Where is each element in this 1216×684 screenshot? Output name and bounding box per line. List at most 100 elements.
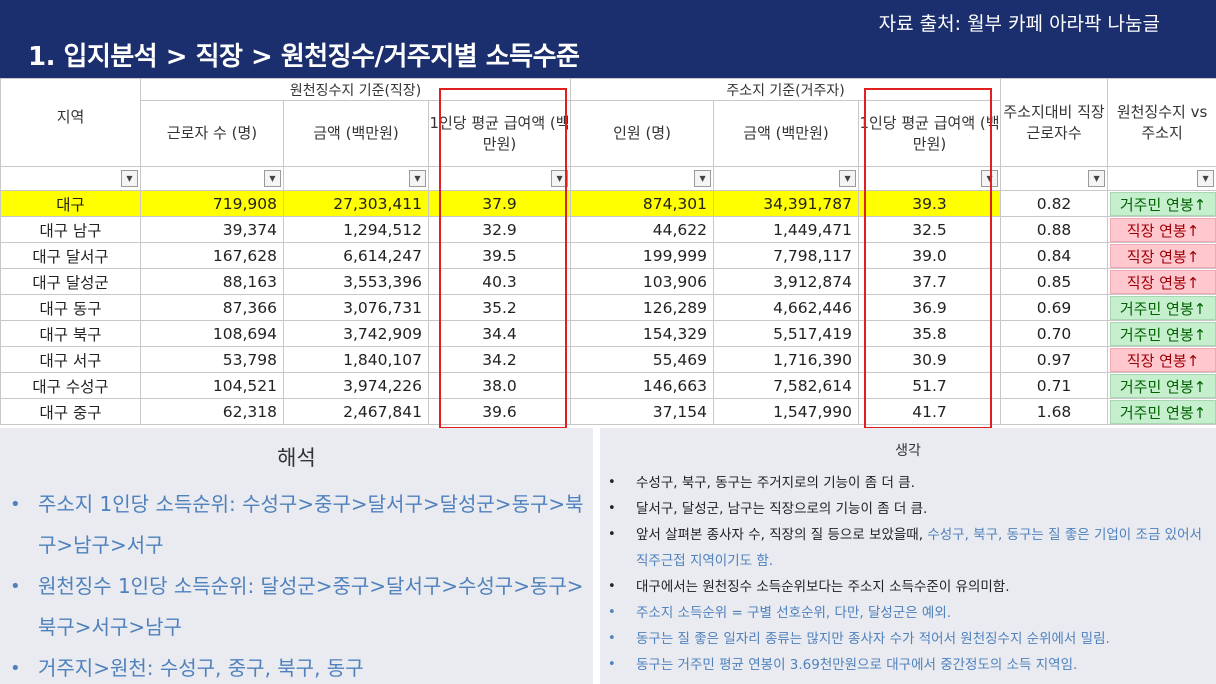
col-header-compare: 원천징수지 vs 주소지 [1107,78,1216,167]
filter-cell: ▼ [427,166,572,191]
table-cell-res-people: 55,469 [570,346,715,373]
table-cell-avg: 32.9 [427,216,572,243]
compare-badge: 거주민 연봉↑ [1110,374,1216,398]
table-cell-region: 대구 수성구 [0,372,141,399]
list-item-text: 앞서 살펴본 종사자 수, 직장의 질 등으로 보았을때, [636,527,928,543]
list-item: 수성구, 북구, 동구는 주거지로의 기능이 좀 더 큼. [608,470,1206,496]
table-cell-res-avg: 30.9 [858,346,1002,373]
table-cell-avg: 34.4 [427,320,572,347]
table-cell-res-people: 874,301 [570,190,715,217]
list-item: 앞서 살펴본 종사자 수, 직장의 질 등으로 보았을때, 수성구, 북구, 동… [608,522,1206,574]
dropdown-arrow-icon[interactable]: ▼ [839,170,857,187]
table-row: 대구 719,908 27,303,411 37.9 874,301 34,391,787… [0,190,1216,217]
thoughts-panel: 생각 수성구, 북구, 동구는 주거지로의 기능이 좀 더 큼. 달서구, 달성… [600,428,1216,684]
table-cell-workers: 167,628 [140,242,284,269]
list-item: 원천징수 1인당 소득순위: 달성군>중구>달서구>수성구>동구>북구>서구>남… [10,566,593,648]
group-header-residence: 주소지 기준(거주자) [570,78,1002,101]
col-header-region: 지역 [0,78,141,167]
list-item: 동구는 질 좋은 일자리 종류는 많지만 종사자 수가 적어서 원천징수지 순위… [608,626,1206,652]
table-cell-amount: 1,294,512 [283,216,429,243]
compare-badge: 거주민 연봉↑ [1110,192,1216,216]
table-cell-compare: 거주민 연봉↑ [1107,294,1216,321]
filter-cell: ▼ [858,166,1002,191]
interpretation-panel: 해석 주소지 1인당 소득순위: 수성구>중구>달서구>달성군>동구>북구>남구… [0,428,593,684]
col-header-res-avg: 1인당 평균 급여액 (백만원) [858,100,1002,167]
list-item: 주소지 1인당 소득순위: 수성구>중구>달서구>달성군>동구>북구>남구>서구 [10,484,593,566]
table-cell-region: 대구 남구 [0,216,141,243]
dropdown-arrow-icon[interactable]: ▼ [1088,170,1106,187]
col-header-ratio: 주소지대비 직장근로자수 [1000,78,1109,167]
table-cell-compare: 직장 연봉↑ [1107,242,1216,269]
table-cell-res-avg: 36.9 [858,294,1002,321]
compare-badge: 거주민 연봉↑ [1110,322,1216,346]
table-row: 대구 달서구 167,628 6,614,247 39.5 199,999 7,798,1… [0,242,1216,269]
table-cell-amount: 27,303,411 [283,190,429,217]
dropdown-arrow-icon[interactable]: ▼ [409,170,426,187]
table-cell-compare: 직장 연봉↑ [1107,216,1216,243]
table-cell-workers: 104,521 [140,372,284,399]
table-cell-workers: 108,694 [140,320,284,347]
table-cell-workers: 53,798 [140,346,284,373]
table-cell-res-people: 126,289 [570,294,715,321]
filter-cell: ▼ [1107,166,1216,191]
table-cell-res-avg: 39.0 [858,242,1002,269]
table-cell-compare: 직장 연봉↑ [1107,268,1216,295]
table-cell-region: 대구 중구 [0,398,141,425]
table-cell-region: 대구 달성군 [0,268,141,295]
thoughts-list: 수성구, 북구, 동구는 주거지로의 기능이 좀 더 큼. 달서구, 달성군, … [600,470,1216,678]
col-header-workers: 근로자 수 (명) [140,100,284,167]
dropdown-arrow-icon[interactable]: ▼ [694,170,712,187]
dropdown-arrow-icon[interactable]: ▼ [981,170,999,187]
table-cell-amount: 2,467,841 [283,398,429,425]
table-cell-region: 대구 북구 [0,320,141,347]
table-cell-res-people: 44,622 [570,216,715,243]
filter-cell: ▼ [713,166,860,191]
table-cell-avg: 38.0 [427,372,572,399]
table-cell-amount: 3,076,731 [283,294,429,321]
filter-cell: ▼ [1000,166,1109,191]
table-cell-ratio: 0.84 [1000,242,1109,269]
table-cell-avg: 35.2 [427,294,572,321]
table-row: 대구 남구 39,374 1,294,512 32.9 44,622 1,449,471 3… [0,216,1216,243]
income-table: 지역 원천징수지 기준(직장) 주소지 기준(거주자) 주소지대비 직장근로자수… [0,78,1216,425]
list-item: 주소지 소득순위 = 구별 선호순위, 다만, 달성군은 예외. [608,600,1206,626]
table-cell-res-amount: 7,582,614 [713,372,860,399]
filter-cell: ▼ [570,166,715,191]
table-cell-workers: 62,318 [140,398,284,425]
dropdown-arrow-icon[interactable]: ▼ [1197,170,1215,187]
col-header-avg: 1인당 평균 급여액 (백만원) [427,100,572,167]
table-cell-region: 대구 달서구 [0,242,141,269]
table-cell-amount: 1,840,107 [283,346,429,373]
filter-cell: ▼ [283,166,429,191]
compare-badge: 직장 연봉↑ [1110,270,1216,294]
list-item-text-highlight: 수성구, 북구, 동구는 질 좋은 기업이 조금 있어서 직주근접 지역이기도 … [636,527,1202,569]
filter-row: ▼ ▼ ▼ ▼ ▼ ▼ ▼ ▼ ▼ [0,166,1216,191]
table-cell-res-people: 146,663 [570,372,715,399]
table-cell-workers: 88,163 [140,268,284,295]
table-cell-res-avg: 39.3 [858,190,1002,217]
table-cell-ratio: 0.97 [1000,346,1109,373]
thoughts-title: 생각 [895,443,921,459]
filter-cell: ▼ [140,166,284,191]
table-cell-workers: 39,374 [140,216,284,243]
table-cell-compare: 거주민 연봉↑ [1107,372,1216,399]
table-cell-res-amount: 1,449,471 [713,216,860,243]
table-cell-amount: 6,614,247 [283,242,429,269]
table-cell-compare: 거주민 연봉↑ [1107,320,1216,347]
interpretation-list: 주소지 1인당 소득순위: 수성구>중구>달서구>달성군>동구>북구>남구>서구… [0,484,593,684]
table-cell-res-avg: 41.7 [858,398,1002,425]
filter-cell: ▼ [0,166,141,191]
table-cell-res-people: 154,329 [570,320,715,347]
filter-funnel-icon[interactable]: ▼ [121,170,138,187]
table-row: 대구 수성구 104,521 3,974,226 38.0 146,663 7,582,6… [0,372,1216,399]
page-title: 1. 입지분석 > 직장 > 원천징수/거주지별 소득수준 [28,42,580,72]
table-cell-ratio: 0.71 [1000,372,1109,399]
table-row: 대구 동구 87,366 3,076,731 35.2 126,289 4,662,446… [0,294,1216,321]
table-cell-res-avg: 51.7 [858,372,1002,399]
dropdown-arrow-icon[interactable]: ▼ [264,170,281,187]
table-cell-avg: 40.3 [427,268,572,295]
dropdown-arrow-icon[interactable]: ▼ [551,170,569,187]
compare-badge: 거주민 연봉↑ [1110,296,1216,320]
col-header-res-amount: 금액 (백만원) [713,100,860,167]
table-cell-res-people: 199,999 [570,242,715,269]
